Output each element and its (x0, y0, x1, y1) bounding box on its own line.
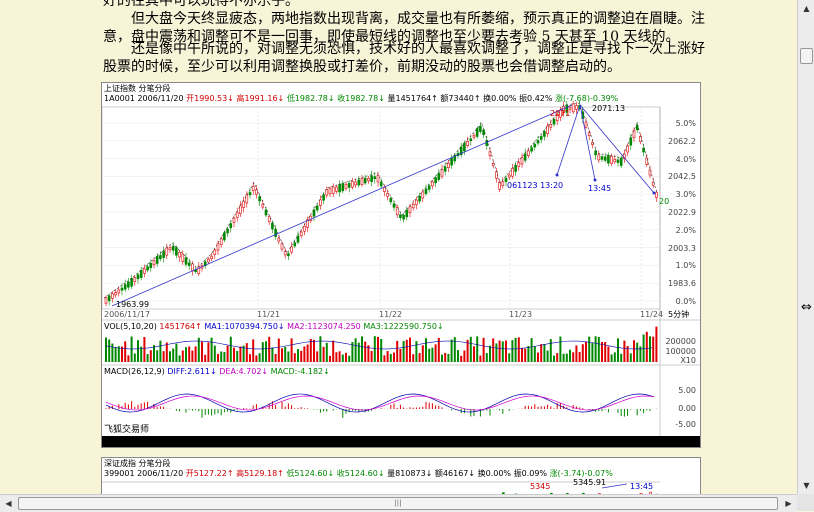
volume-value: 量1451764↑ (388, 94, 438, 103)
volume-axis-label: X10 (656, 356, 696, 365)
price-axis-label: 0.0% (656, 297, 696, 306)
period-label: 5分钟 (668, 310, 689, 320)
amount-value: 额73440↑ (440, 94, 480, 103)
price-axis-label: 2.0% (656, 226, 696, 235)
volume-axis-label: 100000 (656, 347, 696, 356)
turnover-value: 换0.00% (483, 94, 516, 103)
macd-header: MACD(26,12,9) DIFF:2.611↓ DEA:4.702↓ MAC… (104, 367, 330, 377)
change-value: 涨(-7.68)-0.39% (555, 94, 618, 103)
watermark-label: 飞狐交易师 (104, 425, 149, 435)
chart-canvas (102, 83, 700, 447)
low-annotation: 1963.99 (116, 300, 149, 310)
high-value: 高1991.16↓ (236, 94, 284, 103)
price-axis-label: 5.0% (656, 119, 696, 128)
article-text-line: 但大盘今天终显疲态，两地指数出现背离，成交量也有所萎缩，预示真正的调整迫在眉睫。… (103, 10, 705, 28)
chart-quote-bar: 1A0001 2006/11/20 开1990.53↓ 高1991.16↓ 低1… (104, 94, 618, 104)
time-annotation: 061123 13:20 (507, 181, 563, 191)
price-axis-label: 1983.6 (656, 279, 696, 288)
scroll-thumb[interactable] (800, 48, 813, 64)
time-annotation: 13:45 (588, 184, 611, 194)
peak-annotation: 2071.13 (592, 104, 625, 114)
chart-bottom-bar (102, 436, 700, 447)
volume-axis-label: 200000 (656, 337, 696, 346)
vertical-scrollbar[interactable]: ▲ ▼ (797, 0, 814, 494)
scroll-right-button[interactable]: ▶ (781, 496, 796, 511)
document-page: 好的往其中可以玩得不亦乐乎。 但大盘今天终显疲态，两地指数出现背离，成交量也有所… (0, 0, 797, 494)
amplitude-value: 振0.42% (519, 94, 552, 103)
date-label: 11/22 (379, 310, 402, 320)
peak-annotation: 5345.91 (573, 478, 606, 488)
date-label: 11/24 (640, 310, 663, 320)
resize-cursor-icon: ⇔ (801, 300, 812, 315)
peak-annotation: 5345 (530, 482, 550, 492)
price-axis-label: 2042.5 (656, 172, 696, 181)
horizontal-scroll-thumb[interactable]: ||| (18, 497, 778, 510)
price-axis-label: 1.0% (656, 261, 696, 270)
time-annotation: 13:45 (630, 482, 653, 492)
chart-quote-bar: 399001 2006/11/20 开5127.22↑ 高5129.18↑ 低5… (104, 469, 613, 479)
date-label: 11/21 (257, 310, 280, 320)
price-axis-label: 2022.9 (656, 208, 696, 217)
price-axis-label: 4.0% (656, 155, 696, 164)
scroll-up-button[interactable]: ▲ (799, 1, 814, 16)
shanghai-index-chart-image: 上证指数 分笔分段 1A0001 2006/11/20 开1990.53↓ 高1… (101, 82, 701, 448)
shenzhen-index-chart-image: 深证成指 分笔分段 399001 2006/11/20 开5127.22↑ 高5… (101, 457, 701, 494)
macd-axis-label: 5.00 (656, 386, 696, 395)
scrollbar-corner (797, 494, 814, 511)
price-axis-label: 2003.3 (656, 244, 696, 253)
horizontal-scrollbar[interactable]: ◀ ||| ▶ (0, 494, 797, 512)
macd-axis-label: -5.00 (656, 420, 696, 429)
volume-header: VOL(5,10,20) 1451764↑ MA1:1070394.750↓ M… (104, 322, 444, 332)
code-date: 1A0001 2006/11/20 (104, 94, 184, 103)
price-axis-label: 2062.2 (656, 137, 696, 146)
macd-axis-label: 0.00 (656, 404, 696, 413)
date-label: 11/23 (509, 310, 532, 320)
date-label: 2006/11/17 (104, 310, 150, 320)
close-value: 收1982.78↓ (337, 94, 385, 103)
low-value: 低1982.78↓ (287, 94, 335, 103)
chart-title: 上证指数 分笔分段 (104, 84, 171, 94)
article-text-line: 好的往其中可以玩得不亦乐乎。 (103, 0, 299, 10)
open-value: 开1990.53↓ (186, 94, 234, 103)
chart-title: 深证成指 分笔分段 (104, 459, 171, 469)
scroll-left-button[interactable]: ◀ (1, 496, 16, 511)
article-text-line: 股票的时候，至少可以利用调整换股或打差价，前期没动的股票也会借调整启动的。 (103, 58, 621, 76)
article-text-line: 还是像中午所说的，对调整无须恐惧，技术好的人最喜欢调整了，调整正是寻找下一次上涨… (103, 40, 705, 58)
scroll-down-button[interactable]: ▼ (799, 478, 814, 493)
peak-annotation: 2071 (550, 109, 570, 119)
price-axis-label: 3.0% (656, 190, 696, 199)
